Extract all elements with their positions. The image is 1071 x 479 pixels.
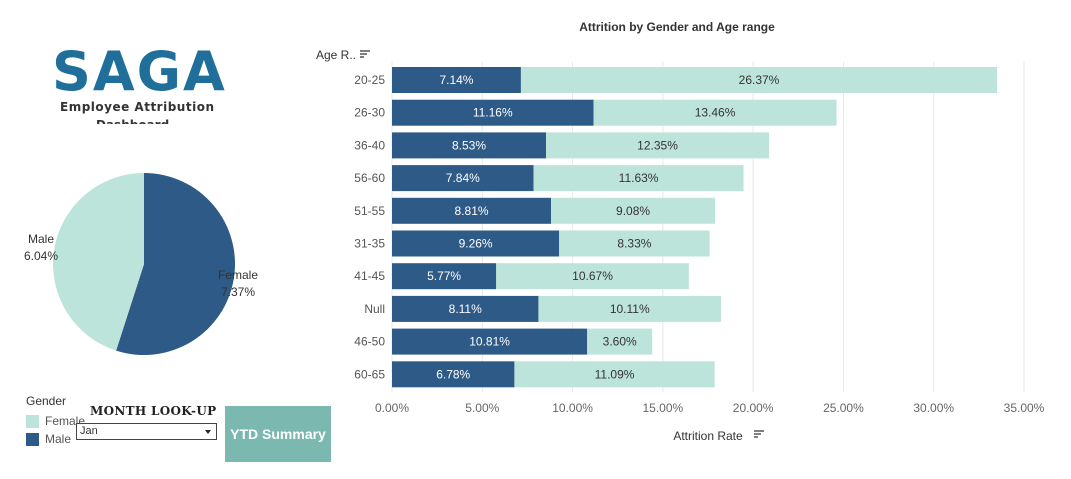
chevron-down-icon <box>205 430 211 434</box>
bar-female <box>533 165 744 192</box>
bar-label-male: 10.81% <box>469 335 510 349</box>
bar-male <box>392 197 552 224</box>
bar-label-male: 8.53% <box>452 138 486 152</box>
legend-label-male: Male <box>45 432 72 446</box>
pie-label-male-value: 6.04% <box>24 249 59 263</box>
chart-title: Attrition by Gender and Age range <box>579 20 775 34</box>
bar-label-male: 7.84% <box>446 171 480 185</box>
bar-male <box>392 361 515 388</box>
pie-slice-male[interactable] <box>53 173 144 351</box>
category-label: 26-30 <box>354 106 385 120</box>
month-dropdown[interactable]: Jan <box>76 423 217 440</box>
bar-female <box>496 263 689 290</box>
x-tick-label: 15.00% <box>643 401 684 415</box>
category-label: 41-45 <box>354 269 385 283</box>
pie-label-male: Male 6.04% <box>24 231 58 265</box>
bar-female <box>559 230 710 257</box>
pie-slice-female[interactable] <box>116 173 236 355</box>
bar-female <box>514 361 715 388</box>
bar-female <box>538 295 722 322</box>
bar-label-female: 13.46% <box>695 106 736 120</box>
x-axis-title: Attrition Rate <box>673 429 743 443</box>
bar-label-female: 10.67% <box>572 269 613 283</box>
pie-label-female-value: 7.37% <box>220 285 256 299</box>
bar-label-female: 8.33% <box>617 237 651 251</box>
category-label: 36-40 <box>354 138 385 152</box>
x-tick-label: 10.00% <box>552 401 593 415</box>
bar-female <box>551 197 716 224</box>
legend-item-female[interactable]: Female <box>26 412 85 430</box>
category-label: 46-50 <box>354 335 385 349</box>
x-tick-label: 20.00% <box>733 401 774 415</box>
bar-label-male: 5.77% <box>427 269 461 283</box>
category-label: 60-65 <box>354 367 385 381</box>
legend-swatch-male <box>26 432 39 446</box>
ytd-summary-button[interactable]: YTD Summary <box>225 406 331 462</box>
bar-male <box>392 230 560 257</box>
bar-label-female: 11.63% <box>619 171 659 185</box>
bar-label-male: 11.16% <box>473 106 513 120</box>
bar-label-female: 12.35% <box>637 138 678 152</box>
legend-label-female: Female <box>45 414 86 428</box>
x-tick-label: 35.00% <box>1004 401 1045 415</box>
category-label: 56-60 <box>354 171 385 185</box>
gender-legend: Gender Female Male <box>26 394 85 448</box>
gender-pie-chart <box>53 173 236 355</box>
bar-female <box>593 99 837 126</box>
bar-female <box>587 328 653 355</box>
logo-subtitle: Employee Attribution <box>60 100 215 114</box>
pie-label-female: Female 7.37% <box>218 267 258 301</box>
month-lookup-title: MONTH LOOK-UP <box>90 404 217 418</box>
bar-label-female: 9.08% <box>616 204 650 218</box>
category-label: 51-55 <box>354 204 385 218</box>
bar-label-female: 11.09% <box>595 367 635 381</box>
bar-male <box>392 99 594 126</box>
pie-label-female-name: Female <box>218 268 259 282</box>
x-tick-label: 5.00% <box>465 401 499 415</box>
category-label: Null <box>364 302 385 316</box>
legend-title: Gender <box>26 394 67 408</box>
bar-label-female: 10.11% <box>610 302 650 316</box>
bar-male <box>392 295 539 322</box>
bar-male <box>392 165 534 192</box>
bar-male <box>392 328 588 355</box>
logo-subtitle-2: Dashboard <box>96 118 169 124</box>
logo-wordmark: SAGA <box>52 40 227 103</box>
bar-label-male: 7.14% <box>439 73 473 87</box>
bar-male <box>392 132 547 159</box>
pie-label-male-name: Male <box>28 232 55 246</box>
legend-swatch-female <box>26 414 39 428</box>
saga-logo: SAGA Employee Attribution Dashboard <box>52 42 225 125</box>
legend-item-male[interactable]: Male <box>26 430 85 448</box>
bar-label-male: 9.26% <box>459 237 493 251</box>
bar-label-male: 8.11% <box>449 302 482 316</box>
bar-male <box>392 67 521 93</box>
bar-label-female: 26.37% <box>739 73 780 87</box>
bar-label-male: 6.78% <box>436 367 470 381</box>
month-dropdown-value: Jan <box>80 425 98 437</box>
bar-female <box>546 132 770 159</box>
bar-label-male: 8.81% <box>455 204 489 218</box>
y-axis-title: Age R.. <box>316 48 356 62</box>
category-label: 20-25 <box>354 73 385 87</box>
bar-male <box>392 263 497 290</box>
bar-label-female: 3.60% <box>603 335 637 349</box>
x-tick-label: 0.00% <box>375 401 409 415</box>
bar-female <box>520 67 998 93</box>
category-label: 31-35 <box>354 237 385 251</box>
x-tick-label: 30.00% <box>913 401 954 415</box>
x-tick-label: 25.00% <box>823 401 864 415</box>
